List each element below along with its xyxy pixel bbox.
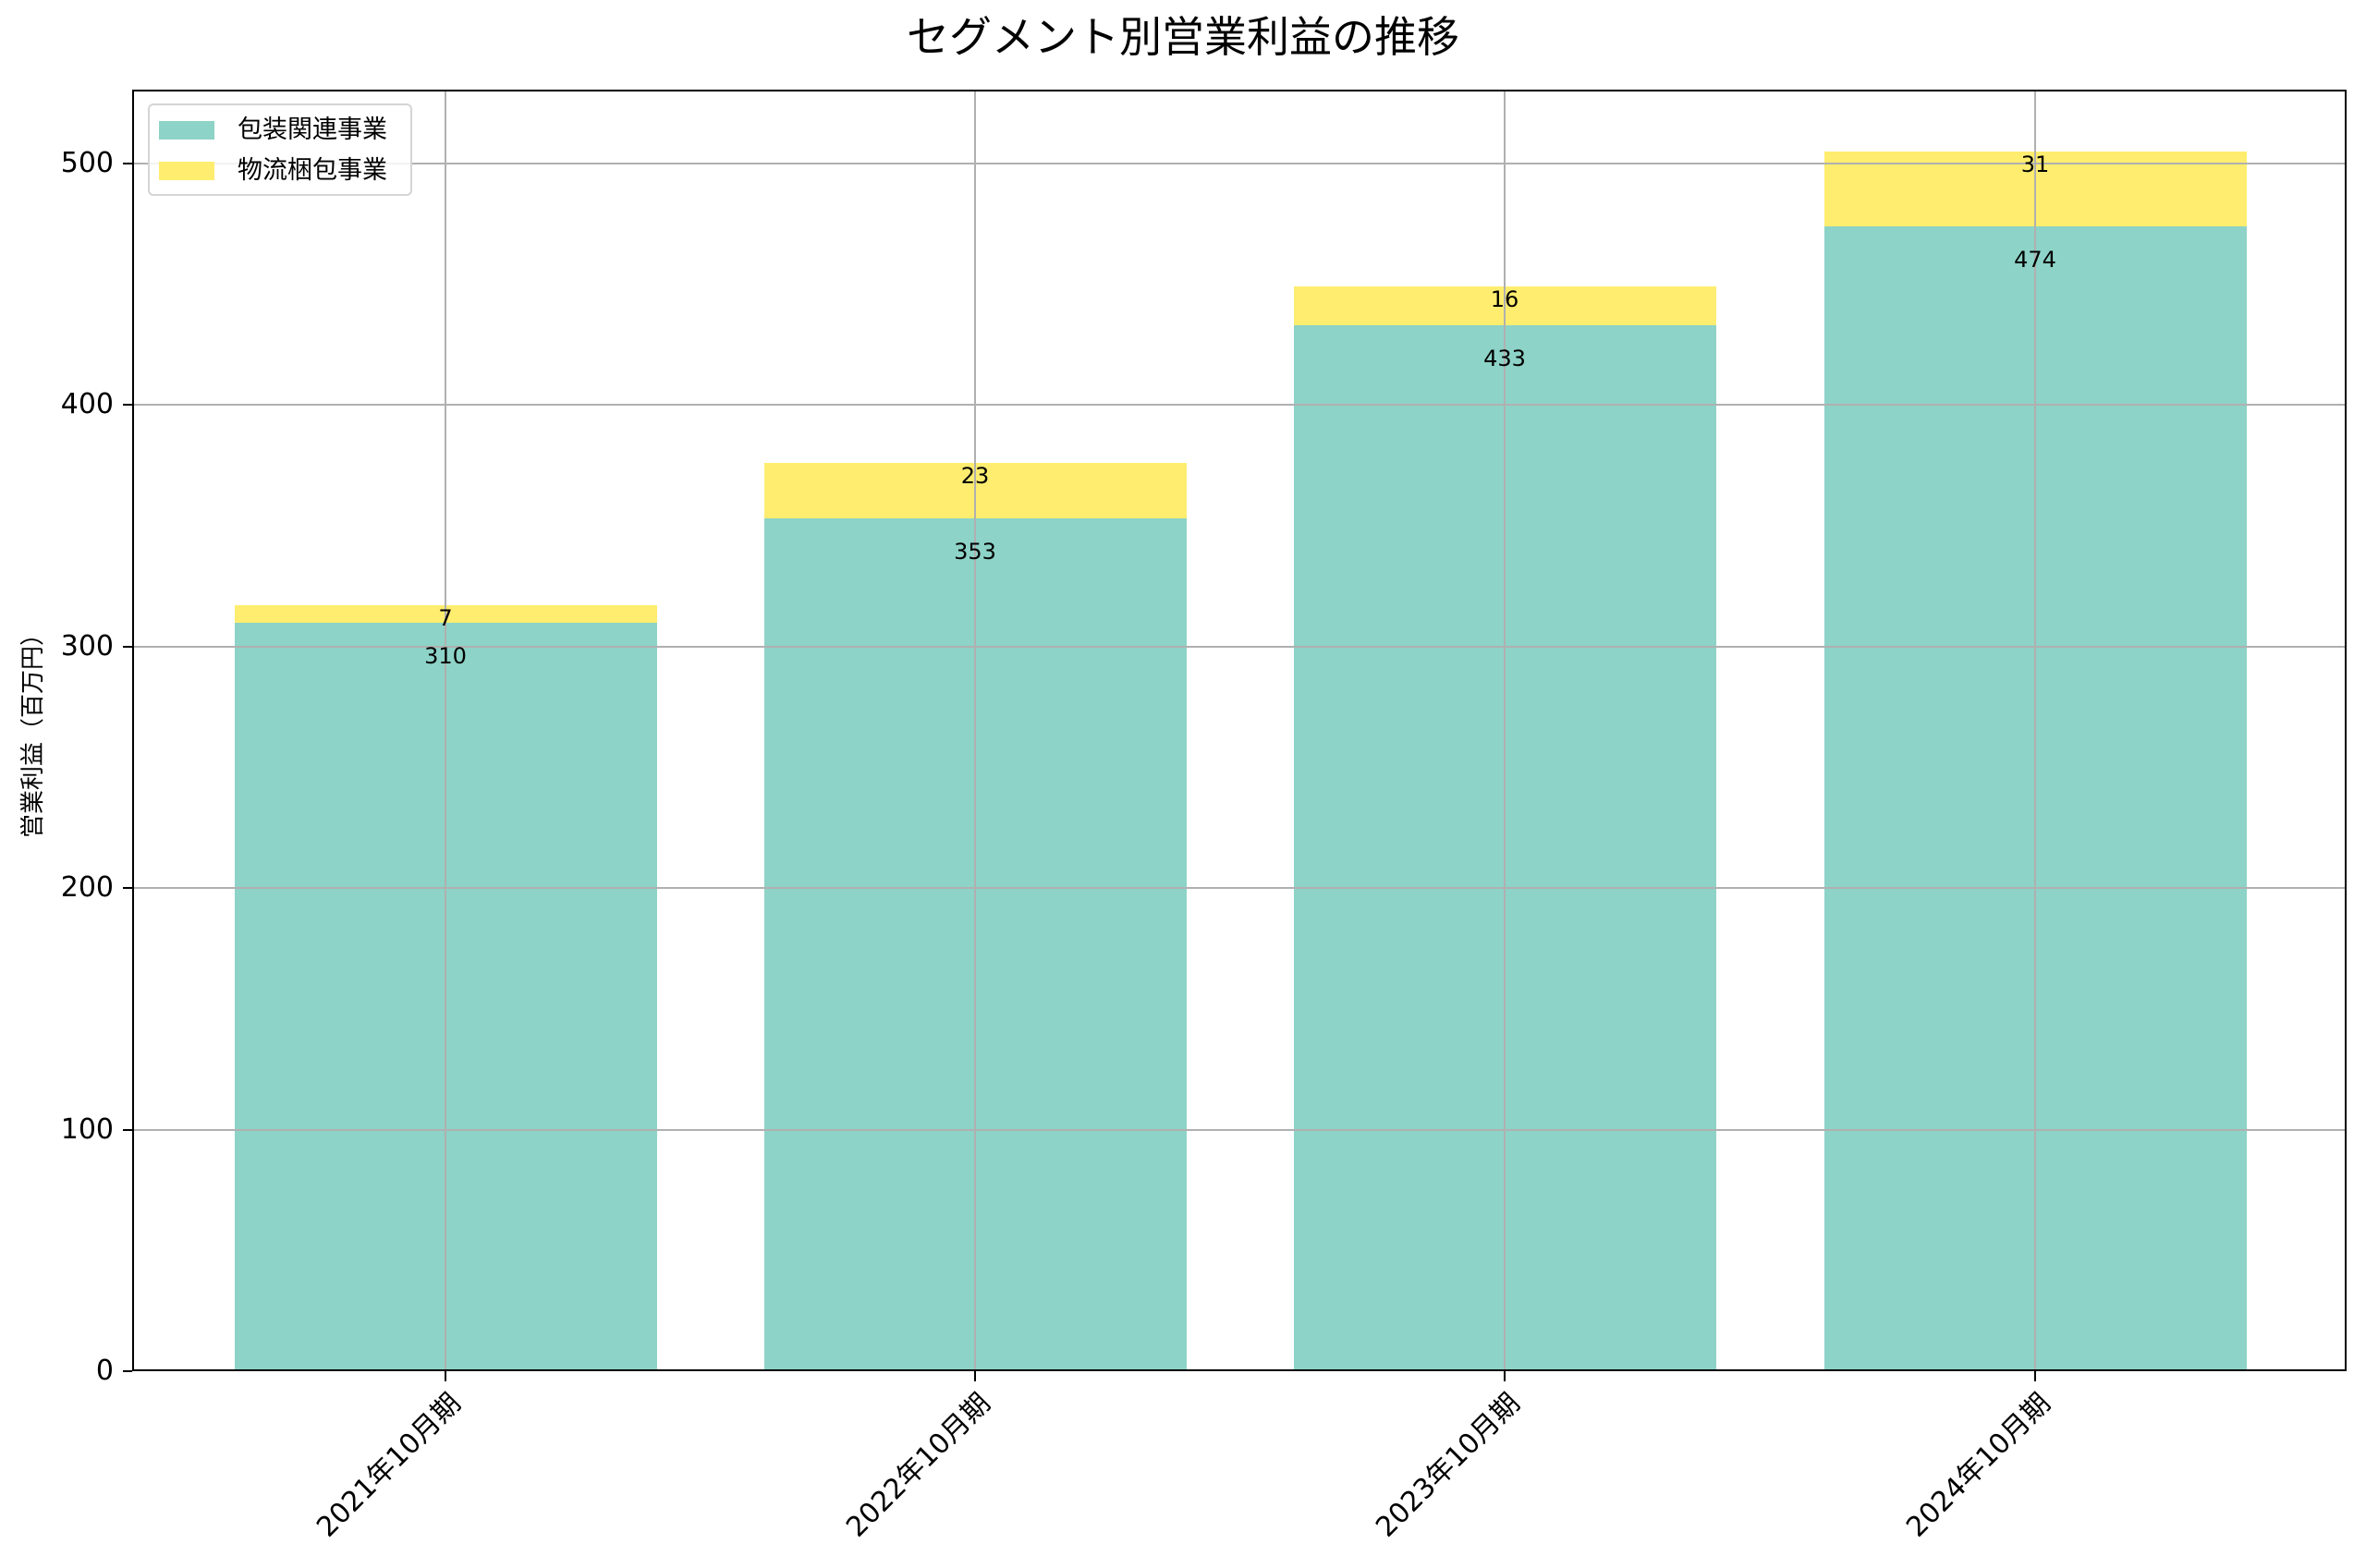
gridline-horizontal xyxy=(132,163,2347,164)
axes-frame xyxy=(132,90,2347,1371)
gridline-vertical xyxy=(445,90,446,1371)
x-tick-mark xyxy=(974,1371,976,1381)
y-tick-mark xyxy=(123,1370,132,1372)
x-tick-label: 2023年10月期 xyxy=(1370,1387,1528,1544)
legend-label: 物流梱包事業 xyxy=(238,156,387,185)
y-tick-mark xyxy=(123,645,132,648)
legend-swatch-logistics xyxy=(159,162,214,180)
y-tick-mark xyxy=(123,1128,132,1131)
legend: 包装関連事業 物流梱包事業 xyxy=(148,103,412,196)
bar-value-label-packaging: 310 xyxy=(424,642,467,669)
x-tick-label: 2022年10月期 xyxy=(840,1387,998,1544)
bar-value-label-logistics: 16 xyxy=(1490,286,1519,313)
legend-item-packaging: 包装関連事業 xyxy=(159,115,387,146)
x-tick-label: 2024年10月期 xyxy=(1900,1387,2058,1544)
x-tick-label: 2021年10月期 xyxy=(311,1387,469,1544)
y-tick-label: 0 xyxy=(95,1355,114,1387)
legend-item-logistics: 物流梱包事業 xyxy=(159,155,387,187)
gridline-vertical xyxy=(2034,90,2036,1371)
x-tick-mark xyxy=(2034,1371,2036,1381)
x-tick-mark xyxy=(1504,1371,1506,1381)
legend-label: 包装関連事業 xyxy=(238,115,387,144)
y-tick-label: 100 xyxy=(60,1112,114,1146)
gridline-horizontal xyxy=(132,1128,2347,1131)
chart-title: セグメント別営業利益の推移 xyxy=(907,12,1459,62)
x-tick-mark xyxy=(445,1371,446,1381)
y-tick-label: 300 xyxy=(60,629,114,662)
y-tick-label: 200 xyxy=(60,871,114,905)
gridline-horizontal xyxy=(132,887,2347,890)
bar-value-label-logistics: 31 xyxy=(2020,151,2050,177)
bar-value-label-logistics: 23 xyxy=(960,463,990,490)
bar-value-label-packaging: 474 xyxy=(2014,246,2056,273)
gridline-horizontal xyxy=(132,645,2347,648)
bar-value-label-logistics: 7 xyxy=(438,605,453,632)
y-tick-mark xyxy=(123,404,132,407)
plot-area: 310 7 353 23 433 16 474 31 xyxy=(132,90,2347,1371)
y-tick-label: 500 xyxy=(60,147,114,179)
y-axis-title: 営業利益（百万円） xyxy=(19,621,47,839)
y-tick-mark xyxy=(123,163,132,164)
gridline-horizontal xyxy=(132,404,2347,407)
gridline-vertical xyxy=(1504,90,1506,1371)
legend-swatch-packaging xyxy=(159,121,214,140)
bar-value-label-packaging: 433 xyxy=(1483,346,1526,372)
gridline-vertical xyxy=(974,90,976,1371)
y-tick-mark xyxy=(123,887,132,890)
y-tick-label: 400 xyxy=(60,388,114,421)
bar-value-label-packaging: 353 xyxy=(954,539,996,565)
